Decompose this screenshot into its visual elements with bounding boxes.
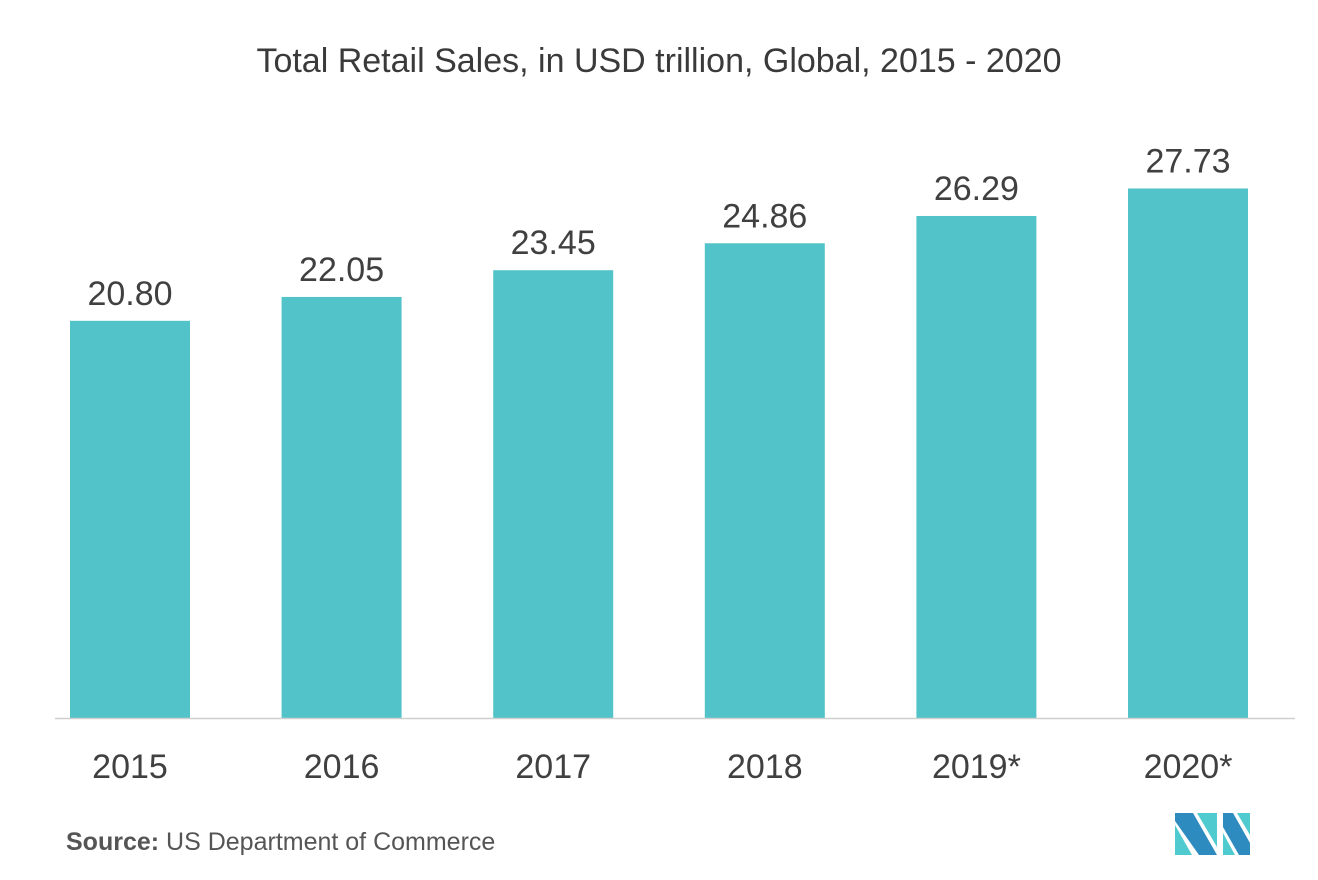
x-tick-label: 2015	[92, 748, 168, 786]
source-text: US Department of Commerce	[166, 828, 496, 856]
data-label: 23.45	[511, 224, 596, 262]
x-tick-label: 2016	[304, 748, 380, 786]
bar	[70, 320, 190, 718]
bar	[281, 296, 402, 718]
data-label: 26.29	[934, 170, 1019, 208]
data-label: 22.05	[299, 251, 384, 289]
source-note: Source: US Department of Commerce	[66, 828, 495, 857]
x-tick-label: 2019*	[932, 748, 1021, 786]
data-label: 20.80	[87, 275, 172, 313]
x-tick-label: 2018	[727, 748, 803, 786]
bar	[493, 270, 614, 718]
x-tick-label: 2017	[515, 748, 591, 786]
data-label: 24.86	[722, 197, 807, 235]
bar	[916, 215, 1037, 718]
bar-chart: 20.80 2015 22.05 2016 23.45 2017 24.86 2018 26.2…	[55, 142, 1295, 786]
source-label: Source:	[66, 828, 160, 856]
x-tick-label: 2020*	[1144, 748, 1233, 786]
data-label: 27.73	[1145, 142, 1230, 180]
brand-logo	[1175, 813, 1250, 855]
bar	[1128, 188, 1248, 719]
chart-title: Total Retail Sales, in USD trillion, Glo…	[256, 42, 1062, 80]
bar	[704, 243, 825, 718]
